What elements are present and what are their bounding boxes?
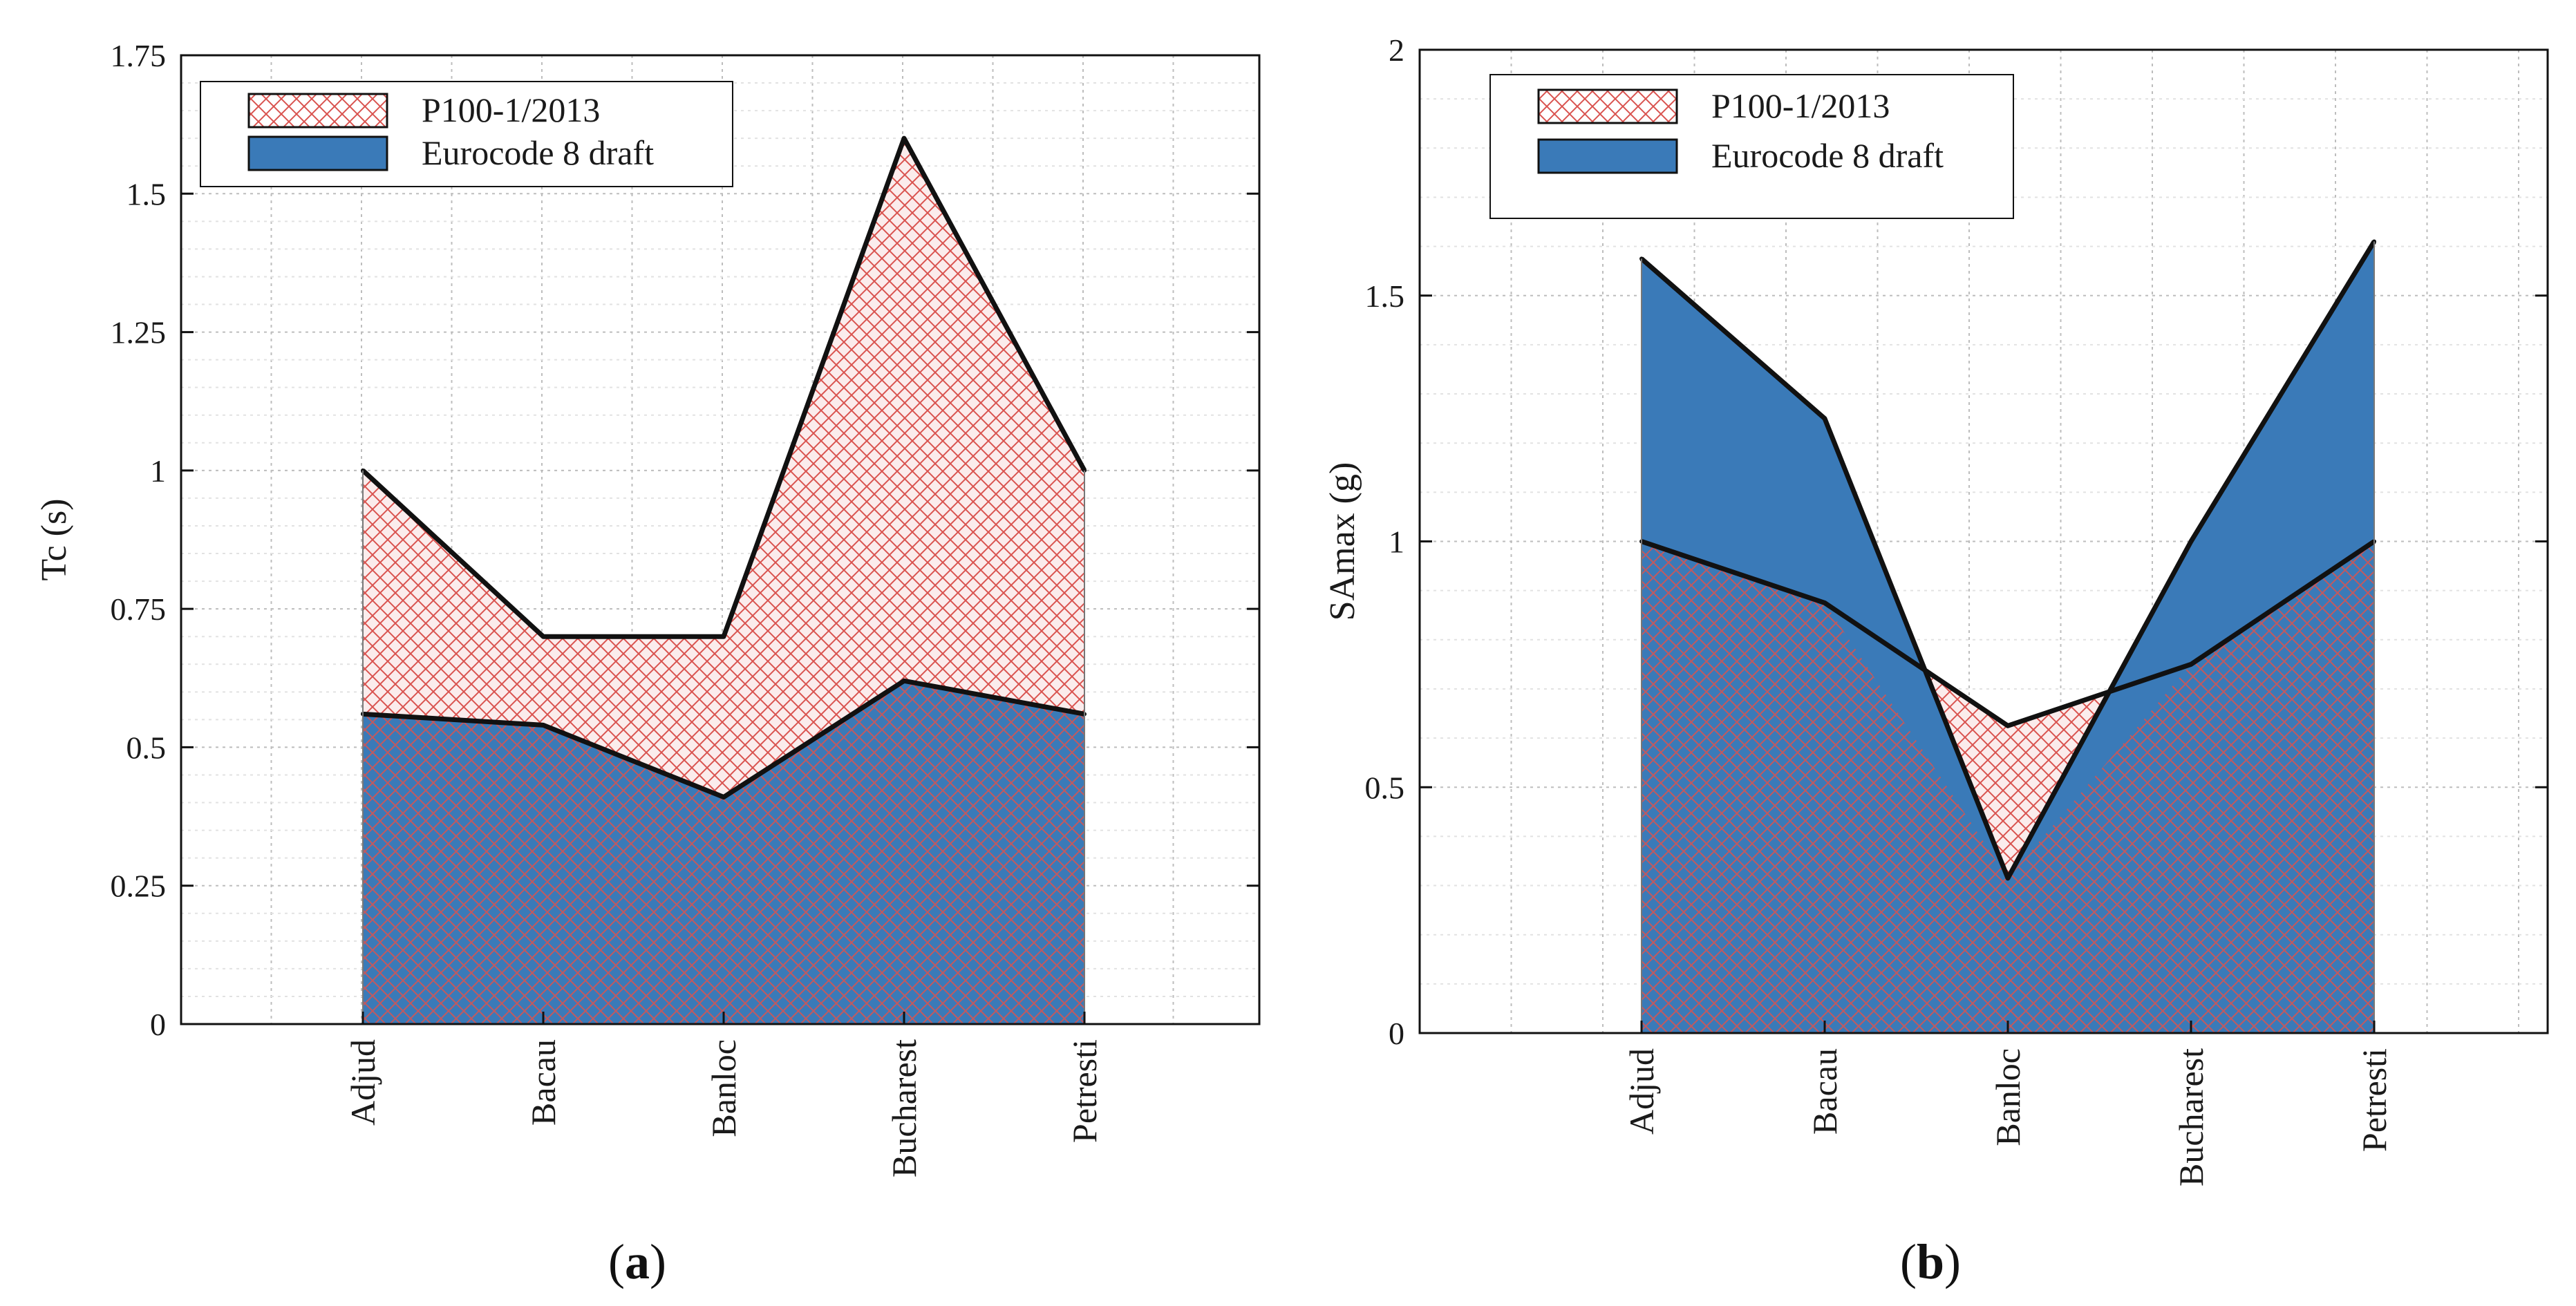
x-tick-label-b: Bucharest [2172, 1048, 2210, 1186]
x-tick-label-a: Bacau [524, 1039, 563, 1126]
data-point-a-1-1 [541, 723, 545, 728]
y-tick-label-b: 0.5 [1365, 770, 1405, 805]
area-overlap-a [363, 681, 1084, 1024]
y-tick-label-a: 1.5 [126, 176, 167, 211]
y-tick-label-a: 0.5 [126, 730, 167, 765]
x-tick-label-b: Banloc [1989, 1048, 2027, 1146]
data-point-b-0-3 [2189, 662, 2193, 667]
areas-a [363, 138, 1084, 1024]
x-tick-label-b: Petresti [2355, 1048, 2394, 1152]
legend-label-b-0: P100-1/2013 [1711, 86, 1890, 125]
legend-a: P100-1/2013 Eurocode 8 draft [200, 81, 733, 187]
data-point-b-1-1 [1823, 416, 1827, 421]
caption-a: (a) [608, 1234, 666, 1289]
data-point-b-1-3 [2189, 539, 2193, 544]
y-axis-label-a: Tc (s) [35, 498, 74, 580]
y-tick-label-a: 1.25 [111, 315, 167, 350]
y-tick-label-b: 1 [1389, 524, 1404, 560]
x-tick-label-a: Banloc [704, 1039, 743, 1137]
data-point-a-1-2 [722, 795, 726, 799]
axes-frame-a [180, 54, 1261, 1025]
y-tick-label-b: 0 [1389, 1016, 1404, 1051]
legend-b: P100-1/2013 Eurocode 8 draft [1489, 74, 2014, 219]
caption-a-letter: a [624, 1234, 650, 1289]
x-tick-label-a: Adjud [344, 1039, 382, 1126]
caption-b: (b) [1900, 1234, 1962, 1289]
data-point-b-0-2 [2006, 723, 2010, 728]
legend-label-a-0: P100-1/2013 [422, 91, 600, 129]
data-point-a-0-1 [541, 634, 545, 639]
legend-swatch-a-0 [247, 93, 388, 129]
x-tick-label-b: Bacau [1805, 1048, 1844, 1135]
y-tick-label-a: 1.75 [111, 38, 167, 73]
legend-swatch-a-1 [247, 135, 388, 171]
legend-swatch-b-1 [1537, 138, 1678, 174]
chart-panel-b: 0 0.5 1 1.5 2 Adjud Bacau Banloc Bucharest Petres… [1288, 0, 2576, 1306]
x-tick-label-a: Bucharest [885, 1039, 923, 1177]
y-tick-label-a: 0.25 [111, 869, 167, 904]
caption-b-letter: b [1916, 1234, 1945, 1289]
y-axis-label-b: SAmax (g) [1323, 462, 1362, 621]
legend-swatch-b-0 [1537, 88, 1678, 124]
legend-label-b-1: Eurocode 8 draft [1711, 136, 1944, 175]
data-point-a-1-3 [902, 679, 906, 683]
areas-b [1642, 241, 2374, 1033]
data-point-b-1-2 [2006, 876, 2010, 880]
legend-swatch-border-b-0 [1537, 88, 1678, 124]
legend-swatch-border-a-0 [247, 93, 388, 129]
data-point-a-0-2 [722, 634, 726, 639]
x-tick-label-a: Petresti [1065, 1039, 1104, 1143]
x-tick-label-b: Adjud [1622, 1048, 1661, 1135]
y-tick-label-a: 0 [150, 1007, 166, 1042]
chart-a-svg: 0 0.25 0.5 0.75 1 1.25 1.5 1.75 Adjud Bacau Banloc… [35, 38, 1261, 1177]
chart-b-svg: 0 0.5 1 1.5 2 Adjud Bacau Banloc Bucharest Petres… [1323, 32, 2549, 1186]
y-tick-label-a: 1 [150, 453, 166, 489]
data-point-a-0-3 [902, 136, 906, 141]
legend-label-a-1: Eurocode 8 draft [422, 133, 654, 172]
y-tick-label-a: 0.75 [111, 592, 167, 627]
data-point-b-0-1 [1823, 600, 1827, 605]
y-tick-label-b: 1.5 [1365, 278, 1405, 314]
y-tick-label-b: 2 [1389, 32, 1404, 68]
chart-panel-a: 0 0.25 0.5 0.75 1 1.25 1.5 1.75 Adjud Bacau Banloc… [35, 38, 1261, 1289]
